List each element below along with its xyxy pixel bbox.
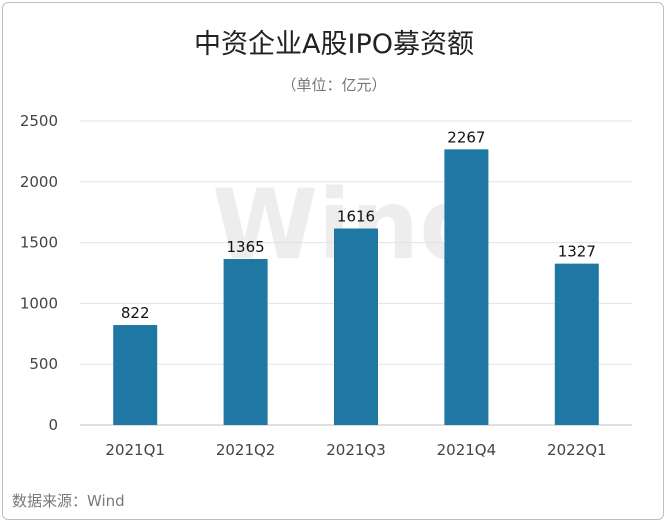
x-tick-label: 2022Q1 xyxy=(547,441,607,459)
y-tick-label: 1500 xyxy=(20,234,58,252)
data-label: 1327 xyxy=(558,243,596,261)
bar xyxy=(223,259,268,425)
chart-title: 中资企业A股IPO募资额 xyxy=(194,29,474,60)
x-tick-label: 2021Q2 xyxy=(216,441,276,459)
data-label: 1616 xyxy=(337,207,375,225)
chart-frame xyxy=(2,2,664,520)
y-tick-label: 2500 xyxy=(20,112,58,130)
y-tick-label: 500 xyxy=(29,355,58,373)
bar xyxy=(334,228,378,425)
x-tick-label: 2021Q3 xyxy=(326,441,386,459)
data-label: 1365 xyxy=(227,238,265,256)
x-tick-label: 2021Q4 xyxy=(437,441,497,459)
y-tick-label: 1000 xyxy=(20,294,58,312)
bar xyxy=(113,325,158,425)
chart-subtitle: （单位：亿元） xyxy=(281,76,387,94)
source-note: 数据来源：Wind xyxy=(12,492,125,510)
data-label: 822 xyxy=(121,304,150,322)
y-tick-label: 2000 xyxy=(20,173,58,191)
bar xyxy=(444,149,489,425)
y-tick-label: 0 xyxy=(48,416,58,434)
bar xyxy=(554,263,599,425)
x-tick-label: 2021Q1 xyxy=(105,441,165,459)
data-label: 2267 xyxy=(447,128,485,146)
